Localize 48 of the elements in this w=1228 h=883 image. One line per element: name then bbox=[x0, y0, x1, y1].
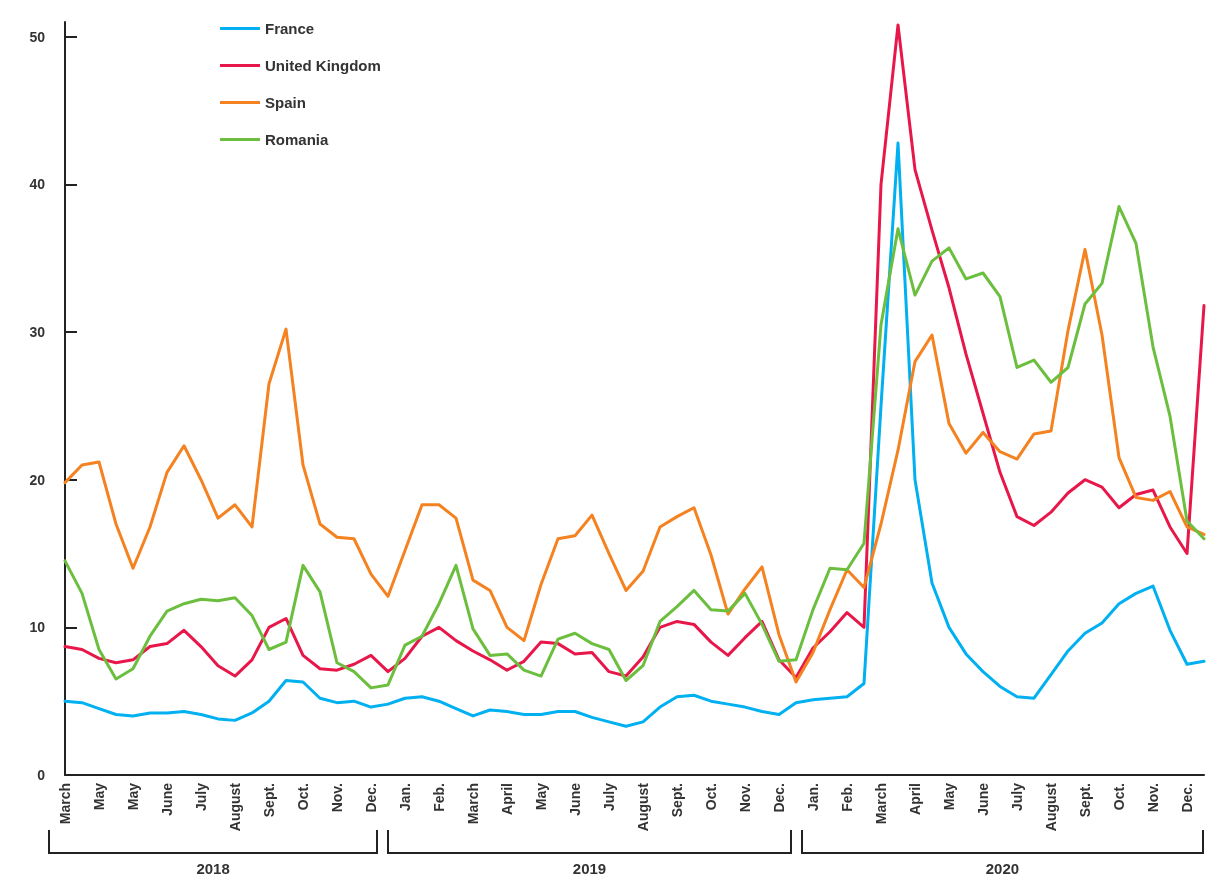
y-tick-label: 0 bbox=[37, 767, 46, 783]
x-tick-label: May bbox=[91, 782, 107, 811]
x-tick-label: Sept. bbox=[1077, 783, 1093, 818]
legend-label: France bbox=[265, 20, 315, 37]
x-tick-label: Feb. bbox=[431, 783, 447, 812]
text: 2020 bbox=[984, 860, 1021, 877]
x-tick-label: June bbox=[159, 782, 175, 816]
x-tick-label: April bbox=[499, 783, 515, 815]
y-tick-label: 40 bbox=[29, 176, 46, 193]
x-tick-label: Nov. bbox=[329, 783, 345, 813]
x-tick-label: March bbox=[873, 783, 889, 825]
x-tick-label: Dec. bbox=[363, 783, 379, 813]
x-tick-label: Sept. bbox=[261, 783, 277, 818]
x-tick-label: April bbox=[907, 783, 923, 815]
y-tick-label: 10 bbox=[29, 619, 46, 636]
x-tick-label: Oct. bbox=[1111, 783, 1127, 811]
legend-label: United Kingdom bbox=[265, 57, 381, 74]
y-tick-label: 30 bbox=[29, 324, 46, 341]
x-tick-label: June bbox=[975, 782, 991, 816]
x-tick-label: Feb. bbox=[839, 783, 855, 812]
x-tick-label: Nov. bbox=[737, 783, 753, 813]
x-tick-label: Oct. bbox=[703, 783, 719, 811]
legend-label: Romania bbox=[265, 131, 329, 148]
x-tick-label: June bbox=[567, 782, 583, 816]
x-tick-label: July bbox=[193, 782, 209, 812]
x-tick-label: Dec. bbox=[1179, 783, 1195, 813]
x-tick-label: March bbox=[57, 783, 73, 825]
x-tick-label: July bbox=[601, 782, 617, 812]
x-tick-label: Nov. bbox=[1145, 783, 1161, 813]
x-tick-label: May bbox=[533, 782, 549, 811]
x-tick-label: July bbox=[1009, 782, 1025, 812]
x-tick-label: Jan. bbox=[805, 783, 821, 812]
x-tick-label: August bbox=[227, 782, 243, 832]
y-tick-label: 20 bbox=[29, 471, 46, 488]
x-tick-label: Jan. bbox=[397, 783, 413, 812]
x-tick-label: Dec. bbox=[771, 783, 787, 813]
x-tick-label: August bbox=[635, 782, 651, 832]
x-tick-label: May bbox=[125, 782, 141, 811]
y-tick-label: 50 bbox=[29, 28, 46, 45]
legend-label: Spain bbox=[265, 94, 306, 111]
x-tick-label: Oct. bbox=[295, 783, 311, 811]
text: 2019 bbox=[571, 860, 608, 877]
x-tick-label: Sept. bbox=[669, 783, 685, 818]
x-tick-label: May bbox=[941, 782, 957, 811]
line-series bbox=[63, 23, 1206, 680]
x-tick-label: August bbox=[1043, 782, 1059, 832]
text: 2018 bbox=[195, 860, 231, 877]
x-tick-label: March bbox=[465, 783, 481, 825]
